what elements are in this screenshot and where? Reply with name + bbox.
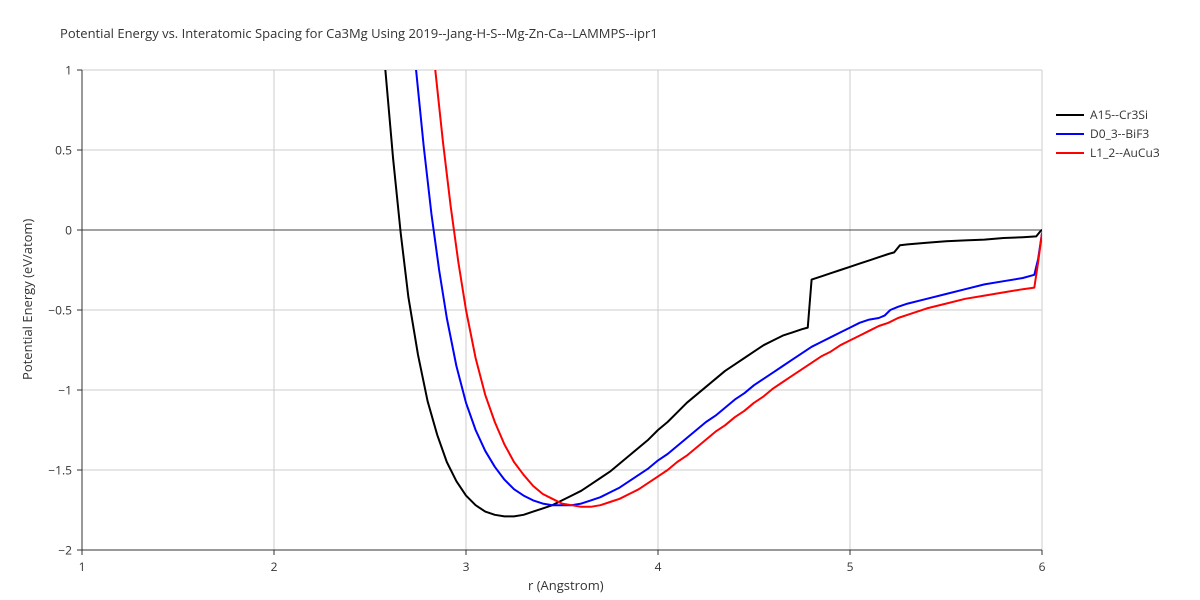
x-tick-label: 5 bbox=[847, 558, 854, 575]
series-D0_3--BiF3[interactable] bbox=[416, 70, 1042, 505]
chart-container: Potential Energy vs. Interatomic Spacing… bbox=[0, 0, 1200, 600]
legend-label: A15--Cr3Si bbox=[1090, 106, 1148, 123]
y-tick-label: −1.5 bbox=[40, 462, 72, 479]
y-tick-label: 1 bbox=[40, 62, 72, 79]
series-L1_2--AuCu3[interactable] bbox=[435, 70, 1042, 507]
x-tick-label: 6 bbox=[1039, 558, 1046, 575]
y-tick-label: −2 bbox=[40, 542, 72, 559]
legend-swatch bbox=[1056, 114, 1084, 116]
y-tick-label: −0.5 bbox=[40, 302, 72, 319]
x-tick-label: 4 bbox=[655, 558, 662, 575]
legend: A15--Cr3Si D0_3--BiF3 L1_2--AuCu3 bbox=[1056, 106, 1160, 163]
legend-swatch bbox=[1056, 152, 1084, 154]
y-tick-label: −1 bbox=[40, 382, 72, 399]
x-tick-label: 1 bbox=[79, 558, 86, 575]
y-tick-label: 0 bbox=[40, 222, 72, 239]
x-tick-label: 2 bbox=[271, 558, 278, 575]
legend-item[interactable]: A15--Cr3Si bbox=[1056, 106, 1160, 123]
legend-label: L1_2--AuCu3 bbox=[1090, 144, 1160, 161]
legend-item[interactable]: L1_2--AuCu3 bbox=[1056, 144, 1160, 161]
plot-svg[interactable] bbox=[0, 0, 1200, 600]
x-tick-label: 3 bbox=[463, 558, 470, 575]
legend-label: D0_3--BiF3 bbox=[1090, 125, 1149, 142]
legend-item[interactable]: D0_3--BiF3 bbox=[1056, 125, 1160, 142]
y-tick-label: 0.5 bbox=[40, 142, 72, 159]
legend-swatch bbox=[1056, 133, 1084, 135]
